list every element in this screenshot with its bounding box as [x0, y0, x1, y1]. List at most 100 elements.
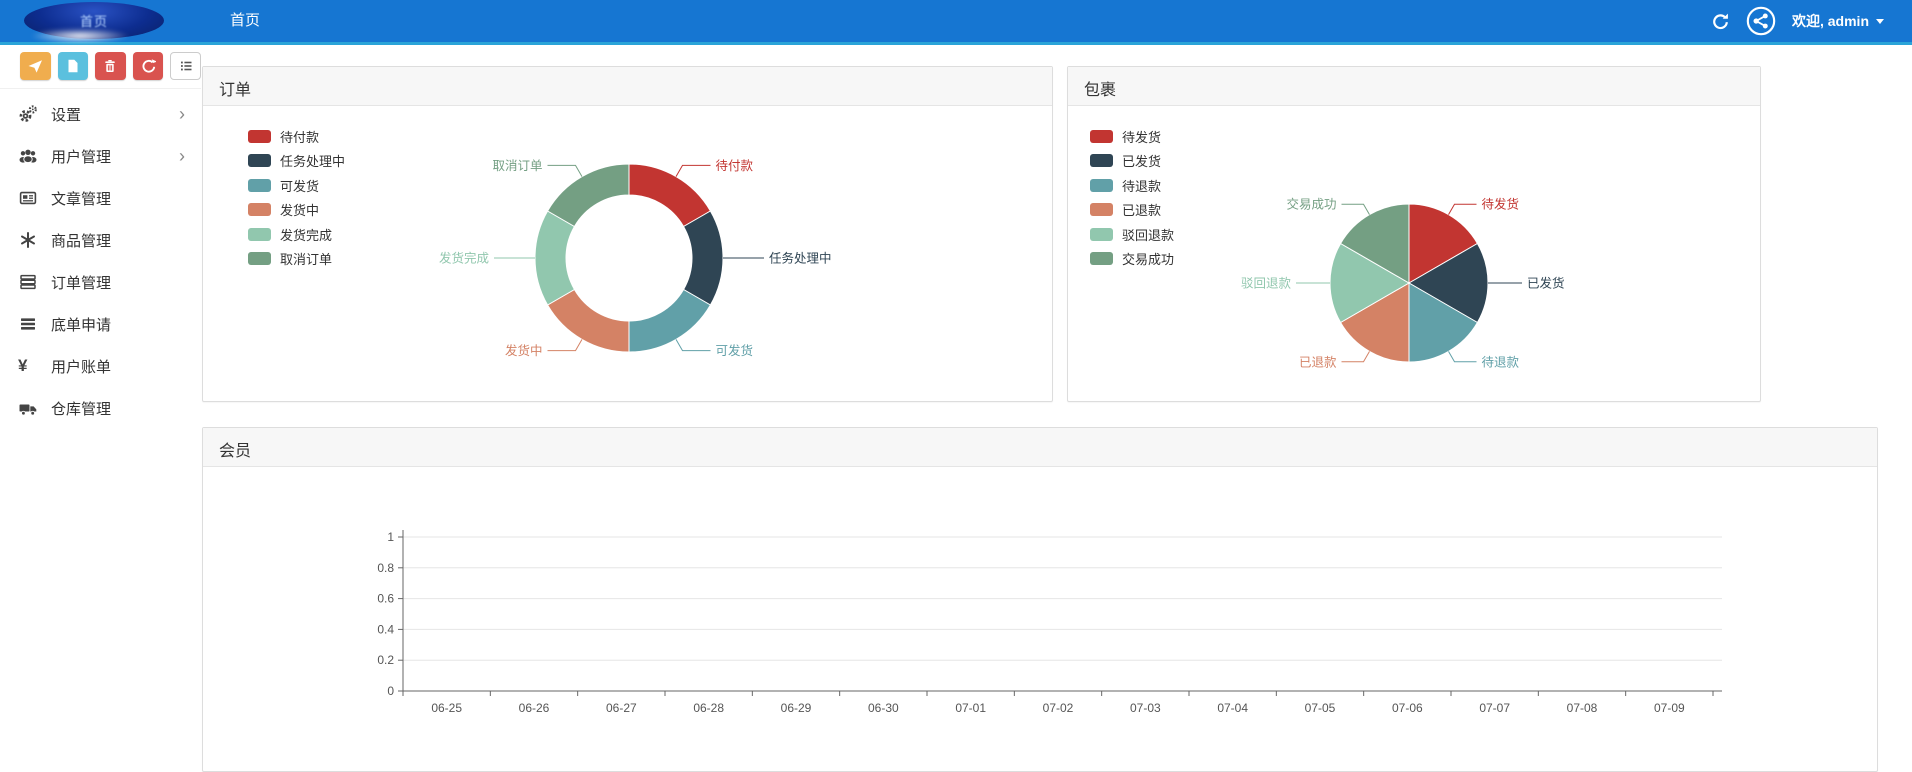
sidebar-item-label: 用户账单	[51, 358, 112, 376]
sidebar-item-label: 底单申请	[51, 316, 112, 334]
legend-label: 驳回退款	[1122, 227, 1175, 243]
legend-label: 发货中	[280, 203, 320, 219]
svg-text:0.4: 0.4	[377, 622, 394, 636]
svg-text:发货中: 发货中	[505, 343, 543, 358]
svg-text:0: 0	[387, 684, 394, 698]
trash-icon	[105, 60, 116, 72]
legend-swatch	[248, 154, 271, 168]
legend-swatch	[248, 203, 271, 217]
legend-swatch	[248, 178, 271, 192]
orders-panel: 订单 待付款 任务处理中 可发货 发货中 发货完成 取消订单 待付款 任务处理中可…	[202, 66, 1053, 402]
newspaper-icon	[18, 188, 42, 208]
svg-text:待退款: 待退款	[1482, 355, 1520, 369]
recycle-button[interactable]	[132, 52, 164, 80]
sidebar-item-settings[interactable]: 设置 ›	[0, 93, 201, 135]
packages-legend: 待发货 已发货 待退款 已退款 驳回退款 交易成功	[1090, 124, 1174, 271]
svg-text:任务处理中: 任务处理中	[769, 251, 832, 266]
members-panel: 会员 0 0.2 0.4 0.6 0.8 1 06-25 06-26 06-27 06-28 06-…	[202, 427, 1878, 772]
sidebar-item-order-management[interactable]: 订单管理	[0, 261, 201, 303]
svg-text:06-28: 06-28	[693, 701, 724, 715]
sidebar-toolbar	[0, 45, 201, 89]
legend-swatch	[248, 129, 271, 143]
orders-panel-body: 待付款 任务处理中 可发货 发货中 发货完成 取消订单 待付款 任务处理中 可发货发…	[203, 106, 1052, 401]
svg-text:06-30: 06-30	[868, 701, 899, 715]
legend-swatch	[1090, 203, 1113, 217]
legend-item[interactable]: 可发货	[248, 173, 345, 198]
refresh-icon[interactable]	[1711, 12, 1730, 31]
legend-item[interactable]: 已退款	[1090, 198, 1174, 223]
sidebar-item-product-management[interactable]: 商品管理	[0, 219, 201, 261]
trash-button[interactable]	[95, 52, 126, 80]
send-button[interactable]	[20, 52, 51, 80]
packages-panel-body: 待发货 已发货 待退款 已退款 驳回退款 交易成功 待发货 已发货 待退款 已退款 驳回…	[1068, 106, 1760, 401]
legend-item[interactable]: 驳回退款	[1090, 222, 1174, 247]
legend-label: 待付款	[280, 129, 320, 145]
legend-item[interactable]: 待退款	[1090, 173, 1174, 198]
svg-text:交易成功: 交易成功	[1286, 197, 1336, 212]
sidebar-item-label: 仓库管理	[51, 400, 112, 418]
nav-item-home[interactable]: 首页	[230, 12, 261, 29]
user-dropdown[interactable]: 欢迎, admin	[1792, 11, 1884, 31]
legend-swatch	[1090, 252, 1113, 266]
svg-text:06-26: 06-26	[519, 701, 550, 715]
legend-item[interactable]: 待发货	[1090, 124, 1174, 149]
sidebar-item-label: 订单管理	[51, 274, 112, 292]
legend-label: 待发货	[1122, 129, 1162, 145]
svg-text:0.8: 0.8	[377, 561, 394, 575]
svg-text:待发货: 待发货	[1482, 197, 1520, 212]
orders-panel-title: 订单	[203, 67, 1052, 106]
legend-item[interactable]: 发货完成	[248, 222, 345, 247]
legend-swatch	[1090, 154, 1113, 168]
file-button[interactable]	[57, 52, 89, 80]
legend-swatch	[248, 227, 271, 241]
avatar[interactable]	[1746, 6, 1776, 36]
send-icon	[28, 60, 43, 73]
svg-text:可发货: 可发货	[716, 343, 754, 358]
legend-swatch	[248, 252, 271, 266]
chevron-right-icon: ›	[179, 104, 185, 124]
order-list-icon	[18, 272, 42, 292]
members-panel-title: 会员	[203, 428, 1877, 467]
legend-label: 待退款	[1122, 178, 1162, 194]
chevron-right-icon: ›	[179, 146, 185, 166]
list-view-button[interactable]	[170, 52, 201, 80]
file-icon	[68, 59, 78, 73]
legend-item[interactable]: 待付款	[248, 124, 345, 149]
gears-icon	[18, 104, 42, 124]
svg-text:07-05: 07-05	[1305, 701, 1336, 715]
sidebar-item-label: 设置	[51, 106, 82, 124]
svg-text:07-06: 07-06	[1392, 701, 1423, 715]
navbar-right: 欢迎, admin	[1711, 6, 1884, 36]
bars-icon	[18, 314, 42, 334]
legend-item[interactable]: 交易成功	[1090, 247, 1174, 272]
sidebar-item-label: 文章管理	[51, 190, 112, 208]
svg-text:已发货: 已发货	[1527, 276, 1565, 291]
members-line-chart[interactable]: 0 0.2 0.4 0.6 0.8 1 06-25 06-26 06-27 06-28 06-29 0…	[203, 467, 1877, 771]
sidebar-item-user-bills[interactable]: ¥ 用户账单	[0, 345, 201, 387]
users-icon	[18, 146, 42, 166]
recycle-icon	[142, 59, 157, 73]
legend-label: 任务处理中	[280, 154, 346, 170]
yen-icon: ¥	[18, 356, 28, 375]
svg-text:07-02: 07-02	[1043, 701, 1074, 715]
legend-item[interactable]: 取消订单	[248, 247, 345, 272]
svg-text:07-09: 07-09	[1654, 701, 1685, 715]
sidebar-menu: 设置 › 用户管理 ›	[0, 89, 201, 429]
sidebar-item-manifest-request[interactable]: 底单申请	[0, 303, 201, 345]
legend-item[interactable]: 发货中	[248, 198, 345, 223]
snowflake-icon	[18, 230, 42, 250]
legend-item[interactable]: 任务处理中	[248, 149, 345, 174]
packages-panel-title: 包裹	[1068, 67, 1760, 106]
orders-legend: 待付款 任务处理中 可发货 发货中 发货完成 取消订单	[248, 124, 345, 271]
brand-logo[interactable]: 首页	[24, 2, 164, 39]
sidebar-item-user-management[interactable]: 用户管理 ›	[0, 135, 201, 177]
svg-text:06-25: 06-25	[431, 701, 462, 715]
sidebar-item-article-management[interactable]: 文章管理	[0, 177, 201, 219]
legend-item[interactable]: 已发货	[1090, 149, 1174, 174]
svg-text:取消订单: 取消订单	[492, 159, 542, 173]
sidebar-item-warehouse-management[interactable]: 仓库管理	[0, 387, 201, 429]
legend-label: 已退款	[1122, 203, 1162, 219]
legend-label: 已发货	[1122, 154, 1162, 170]
